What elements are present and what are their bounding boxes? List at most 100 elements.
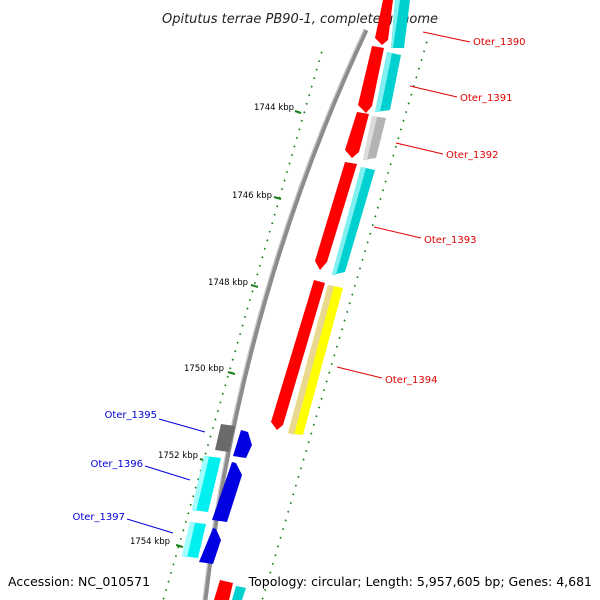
gene-label-oter-1394[interactable]: Oter_1394 — [385, 375, 438, 386]
outer-minor-tick — [302, 458, 305, 461]
outer-minor-tick — [307, 441, 310, 444]
outer-minor-tick — [415, 76, 418, 79]
forward-strand-genes — [214, 0, 410, 600]
outer-minor-tick — [289, 501, 292, 505]
callout-line-oter-1393 — [373, 226, 422, 239]
outer-minor-tick — [269, 571, 272, 574]
gene-arrow-oter-1393-a[interactable] — [315, 162, 357, 270]
gene-arrow-oter-1390-a[interactable] — [375, 0, 393, 45]
gene-label-oter-1391[interactable]: Oter_1391 — [460, 93, 513, 104]
inner-minor-tick — [295, 136, 299, 140]
inner-minor-tick — [179, 537, 183, 541]
inner-minor-tick — [313, 77, 316, 80]
inner-minor-tick — [261, 256, 264, 259]
gene-arrow-oter-1397-b[interactable] — [199, 528, 221, 564]
map-title: Opitutus terrae PB90-1, complete genome — [162, 12, 438, 27]
callout-line-oter-1395 — [158, 418, 206, 433]
outer-minor-tick — [315, 414, 318, 418]
inner-minor-tick — [275, 204, 279, 208]
gene-arrow-oter-1396-b[interactable] — [212, 462, 242, 522]
outer-minor-tick — [299, 467, 303, 470]
inner-minor-tick — [258, 264, 262, 268]
inner-minor-tick — [192, 495, 195, 498]
outer-minor-tick — [407, 102, 410, 105]
inner-minor-tick — [241, 324, 244, 327]
callout-line-oter-1392 — [395, 142, 444, 155]
reverse-strand-genes — [182, 424, 252, 564]
callout-line-oter-1390 — [422, 31, 471, 43]
outer-minor-tick — [371, 223, 374, 227]
inner-minor-tick — [224, 384, 227, 387]
outer-minor-tick — [374, 215, 377, 218]
inner-minor-tick — [231, 358, 234, 361]
outer-minor-tick — [310, 432, 313, 435]
outer-minor-tick — [394, 145, 398, 149]
gene-label-oter-1392[interactable]: Oter_1392 — [446, 150, 499, 161]
outer-minor-tick — [263, 588, 267, 592]
inner-minor-tick — [285, 170, 289, 174]
gene-arrow-bottom-a[interactable] — [214, 580, 233, 600]
inner-minor-tick — [206, 443, 210, 447]
outer-minor-tick — [399, 128, 403, 131]
inner-minor-tick — [243, 315, 247, 319]
outer-minor-tick — [333, 354, 336, 357]
outer-minor-tick — [317, 406, 321, 409]
inner-minor-tick — [234, 350, 237, 353]
outer-minor-tick — [304, 449, 308, 453]
inner-minor-tick — [280, 187, 284, 191]
gene-label-oter-1390[interactable]: Oter_1390 — [473, 37, 526, 48]
outer-minor-tick — [356, 275, 359, 279]
outer-minor-tick — [274, 553, 277, 557]
outer-minor-tick — [340, 328, 344, 331]
gene-arrow-oter-1395-b[interactable] — [233, 430, 252, 458]
outer-minor-tick — [320, 397, 323, 400]
tick-1744 — [294, 110, 302, 114]
inner-minor-tick — [315, 68, 318, 71]
gene-arrow-bottom-b[interactable] — [232, 586, 246, 600]
outer-minor-tick — [328, 371, 331, 374]
outer-minor-tick — [363, 249, 367, 253]
gene-arrow-oter-1395-a[interactable] — [215, 424, 235, 452]
inner-minor-tick — [236, 341, 239, 344]
callout-line-oter-1396 — [144, 465, 191, 481]
gene-arrow-oter-1391-a[interactable] — [358, 46, 384, 113]
inner-tick-track — [162, 51, 323, 600]
outer-minor-tick — [297, 475, 300, 479]
inner-minor-tick — [172, 563, 175, 566]
outer-minor-tick — [402, 119, 405, 122]
inner-minor-tick — [293, 145, 296, 148]
gene-arrow-oter-1392-a[interactable] — [345, 112, 369, 158]
inner-minor-tick — [300, 119, 304, 123]
gene-label-oter-1396[interactable]: Oter_1396 — [90, 459, 143, 470]
inner-minor-tick — [271, 222, 274, 225]
tick-label-1752: 1752 kbp — [158, 451, 198, 461]
outer-minor-tick — [292, 493, 295, 496]
gene-arrow-oter-1394-a[interactable] — [271, 280, 325, 430]
inner-minor-tick — [246, 307, 249, 310]
inner-minor-tick — [317, 59, 321, 63]
gene-label-oter-1397[interactable]: Oter_1397 — [72, 512, 125, 523]
inner-minor-tick — [251, 290, 254, 293]
inner-minor-tick — [283, 179, 286, 182]
inner-minor-tick — [221, 392, 225, 396]
outer-minor-tick — [335, 345, 339, 348]
inner-minor-tick — [174, 554, 178, 558]
tick-1748 — [250, 284, 259, 288]
inner-minor-tick — [268, 230, 271, 233]
outer-minor-tick — [271, 562, 275, 566]
outer-minor-tick — [348, 302, 351, 305]
outer-minor-tick — [358, 267, 362, 270]
inner-minor-tick — [177, 546, 180, 549]
inner-minor-tick — [169, 571, 173, 575]
callout-line-oter-1397 — [126, 518, 174, 534]
inner-minor-tick — [196, 477, 200, 481]
outer-minor-tick — [353, 284, 357, 288]
gene-label-oter-1395[interactable]: Oter_1395 — [104, 410, 157, 421]
inner-minor-tick — [290, 153, 294, 157]
callout-line-oter-1394 — [336, 366, 383, 379]
gene-label-oter-1393[interactable]: Oter_1393 — [424, 235, 477, 246]
inner-minor-tick — [167, 580, 170, 583]
callout-line-oter-1391 — [409, 85, 458, 98]
inner-minor-tick — [182, 529, 185, 532]
inner-minor-tick — [256, 273, 259, 276]
